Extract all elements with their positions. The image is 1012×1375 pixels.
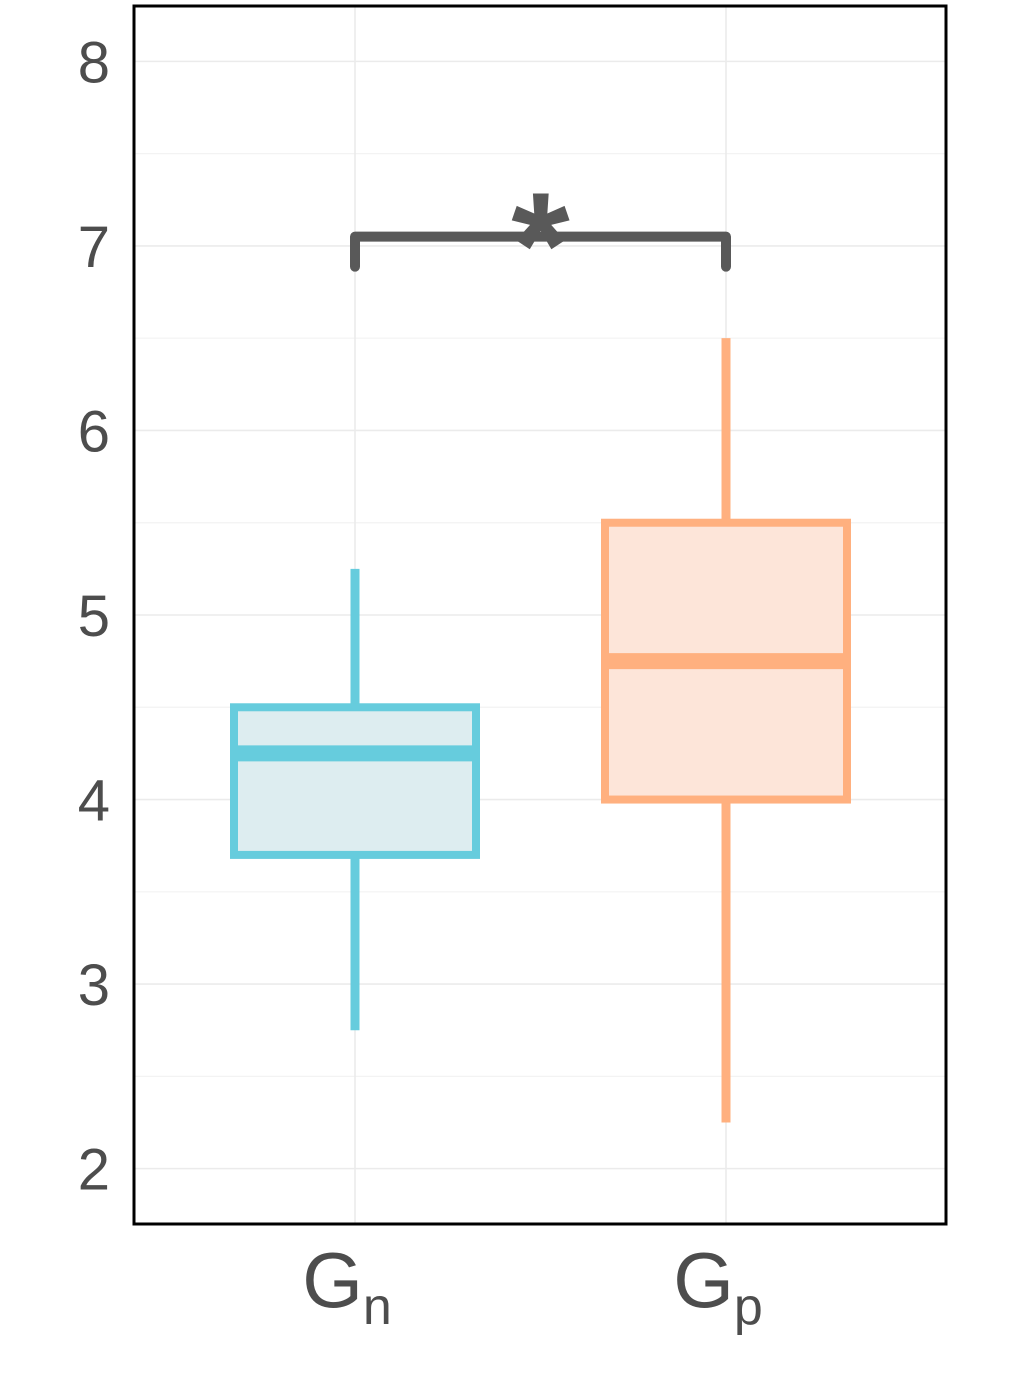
y-tick-label: 3 xyxy=(78,953,110,1018)
box-Gp xyxy=(601,338,851,1123)
y-tick-label: 8 xyxy=(78,30,110,95)
x-tick-label: Gp xyxy=(673,1236,763,1336)
x-tick-label: Gn xyxy=(302,1236,392,1336)
iqr-box xyxy=(230,703,480,859)
x-tick-subscript: p xyxy=(734,1278,763,1336)
x-tick-base: G xyxy=(302,1236,363,1324)
plot-panel-border xyxy=(132,4,948,1226)
y-tick-label: 5 xyxy=(78,584,110,649)
significance-star: * xyxy=(511,161,570,329)
y-tick-label: 6 xyxy=(78,399,110,464)
y-tick-label: 7 xyxy=(78,215,110,280)
box-Gn xyxy=(230,568,480,1031)
x-tick-base: G xyxy=(673,1236,734,1324)
y-tick-label: 2 xyxy=(78,1138,110,1203)
x-tick-subscript: n xyxy=(363,1278,392,1336)
boxes xyxy=(230,338,851,1123)
x-axis-ticks: Gn Gp xyxy=(302,1236,763,1336)
y-axis-ticks: 2 3 4 5 6 7 8 xyxy=(78,30,110,1202)
annotations: * xyxy=(350,161,731,329)
y-tick-label: 4 xyxy=(78,769,110,834)
significance-bracket xyxy=(350,231,731,272)
